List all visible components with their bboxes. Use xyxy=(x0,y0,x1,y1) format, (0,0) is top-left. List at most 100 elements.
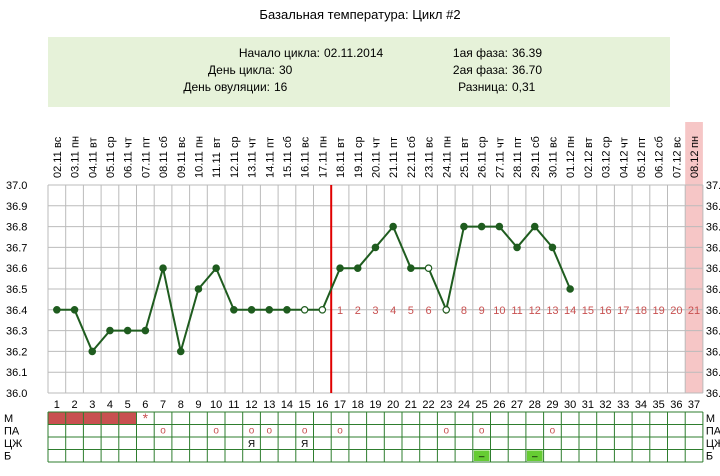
symptom-row-label: Б xyxy=(4,451,11,463)
b-mark: – xyxy=(532,452,538,463)
weekday-label: вс xyxy=(300,136,312,148)
symptom-row-label: М xyxy=(4,413,13,425)
weekday-label: ср xyxy=(105,136,117,148)
weekday-label: вс xyxy=(52,136,64,148)
luteal-day-number: 13 xyxy=(546,305,558,317)
date-label: 06.12 xyxy=(654,150,666,178)
temperature-point xyxy=(53,305,61,314)
pa-mark: o xyxy=(302,426,308,437)
weekday-label: чт xyxy=(123,137,135,148)
menses-bar xyxy=(48,412,137,425)
y-tick-label: 36.4 xyxy=(6,305,27,317)
day-number: 34 xyxy=(635,399,647,411)
weekday-label: ср xyxy=(477,136,489,148)
date-label: 03.11 xyxy=(70,151,82,178)
y-tick-label: 36.0 xyxy=(6,388,27,400)
date-label: 08.11 xyxy=(158,151,170,178)
date-label: 07.11 xyxy=(140,151,152,178)
b-mark-cell xyxy=(473,450,490,461)
y-tick-label: 36.2 xyxy=(6,346,27,358)
luteal-day-number: 20 xyxy=(670,305,682,317)
weekday-label: пн xyxy=(317,136,329,148)
luteal-day-number: 17 xyxy=(617,305,629,317)
pa-mark: o xyxy=(479,426,485,437)
day-number: 16 xyxy=(316,399,328,411)
luteal-day-number: 6 xyxy=(425,305,431,317)
weekday-label: пт xyxy=(512,137,524,148)
symptom-row-label: ЦЖ xyxy=(4,438,22,450)
day-number: 22 xyxy=(422,399,434,411)
temperature-point xyxy=(194,285,203,293)
weekday-label: пт xyxy=(636,137,648,148)
temperature-point xyxy=(159,264,167,273)
date-label: 02.12 xyxy=(583,150,595,178)
date-label: 30.11 xyxy=(547,151,559,178)
y-tick-label: 36.8 xyxy=(6,222,27,234)
symptom-row-label-right: ПА xyxy=(706,426,720,438)
day-number: 11 xyxy=(228,399,239,411)
weekday-label: пн xyxy=(193,136,205,148)
date-label: 11.11 xyxy=(211,152,223,178)
date-label: 19.11 xyxy=(353,151,365,178)
y-tick-label-right: 36.0 xyxy=(706,388,720,400)
day-number: 28 xyxy=(529,399,541,411)
y-tick-label-right: 37.0 xyxy=(706,180,720,192)
menses-star: * xyxy=(143,410,149,426)
weekday-label: сб xyxy=(282,136,294,148)
luteal-day-number: 16 xyxy=(599,305,611,317)
y-tick-label-right: 36.1 xyxy=(706,367,720,379)
temperature-point xyxy=(566,285,574,293)
luteal-day-number: 1 xyxy=(337,305,343,317)
day-number: 5 xyxy=(125,399,131,411)
weekday-label: вт xyxy=(211,137,223,148)
temperature-point xyxy=(70,305,79,314)
date-label: 07.12 xyxy=(671,150,683,178)
cycle-start-value: 02.11.2014 xyxy=(324,46,384,60)
cycle-day-label: День цикла: xyxy=(208,63,275,77)
weekday-label: вс xyxy=(547,136,559,148)
y-tick-label-right: 36.2 xyxy=(706,346,720,358)
weekday-label: пн xyxy=(565,136,577,148)
luteal-day-number: 19 xyxy=(653,305,665,317)
temperature-point xyxy=(495,222,504,231)
weekday-label: сб xyxy=(158,136,170,148)
date-label: 13.11 xyxy=(247,151,259,178)
luteal-day-number: 10 xyxy=(493,305,505,317)
temperature-point xyxy=(442,305,451,314)
y-tick-label-right: 36.5 xyxy=(706,284,720,296)
weekday-label: чт xyxy=(370,137,382,148)
day-number: 29 xyxy=(546,399,558,411)
phase2-label: 2ая фаза: xyxy=(452,63,508,77)
b-mark: – xyxy=(479,452,485,463)
weekday-label: вт xyxy=(459,137,471,148)
y-tick-label-right: 36.4 xyxy=(706,305,720,317)
symptom-row-label-right: ЦЖ xyxy=(706,438,720,450)
b-mark-cell xyxy=(526,450,543,461)
weekday-label: чт xyxy=(247,137,259,148)
temperature-point xyxy=(247,305,256,314)
symptom-row-label-right: Б xyxy=(706,451,713,463)
temperature-point xyxy=(513,243,521,252)
luteal-day-number: 12 xyxy=(529,305,541,317)
temperature-point xyxy=(460,222,468,231)
temperature-point xyxy=(123,326,132,335)
weekday-label: вс xyxy=(424,136,436,148)
date-label: 02.11 xyxy=(52,151,64,178)
date-label: 08.12 xyxy=(689,150,701,178)
date-label: 05.11 xyxy=(105,151,117,178)
day-number: 23 xyxy=(440,399,452,411)
luteal-day-number: 4 xyxy=(390,305,396,317)
temperature-point xyxy=(353,264,362,273)
weekday-label: чт xyxy=(618,137,630,148)
day-number: 36 xyxy=(670,399,682,411)
day-number: 31 xyxy=(582,399,594,411)
temperature-point xyxy=(212,264,220,273)
date-label: 09.11 xyxy=(176,151,188,178)
phase1-label: 1ая фаза: xyxy=(452,46,508,60)
luteal-day-number: 3 xyxy=(372,305,378,317)
day-number: 3 xyxy=(89,399,95,411)
day-number: 26 xyxy=(493,399,505,411)
weekday-label: ср xyxy=(229,136,241,148)
day-number: 14 xyxy=(281,399,293,411)
temperature-point xyxy=(176,347,185,356)
